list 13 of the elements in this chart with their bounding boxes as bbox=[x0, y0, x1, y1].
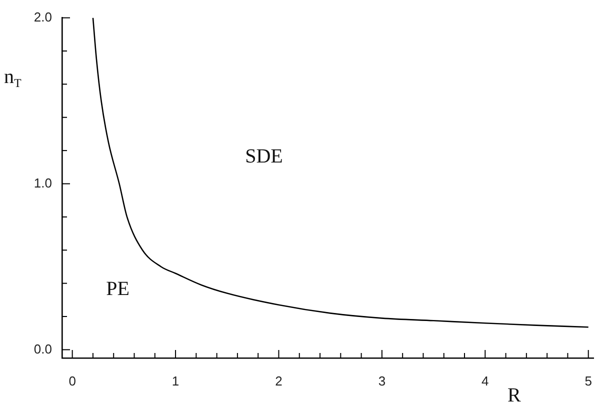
x-tick-label: 1 bbox=[172, 373, 180, 388]
annotation: PE bbox=[106, 278, 130, 300]
line-series bbox=[92, 18, 590, 328]
x-tick-label: 5 bbox=[584, 373, 592, 388]
y-tick-label: 2.0 bbox=[34, 9, 52, 24]
x-axis-title: R bbox=[508, 384, 522, 406]
x-tick-label: 3 bbox=[378, 373, 386, 388]
y-tick-label: 1.0 bbox=[34, 175, 52, 190]
x-tick-label: 2 bbox=[275, 373, 282, 388]
x-tick-label: 0 bbox=[68, 373, 76, 388]
x-tick-label: 4 bbox=[482, 373, 489, 388]
y-tick-label: 0.0 bbox=[34, 341, 52, 356]
annotation: SDE bbox=[245, 146, 283, 168]
